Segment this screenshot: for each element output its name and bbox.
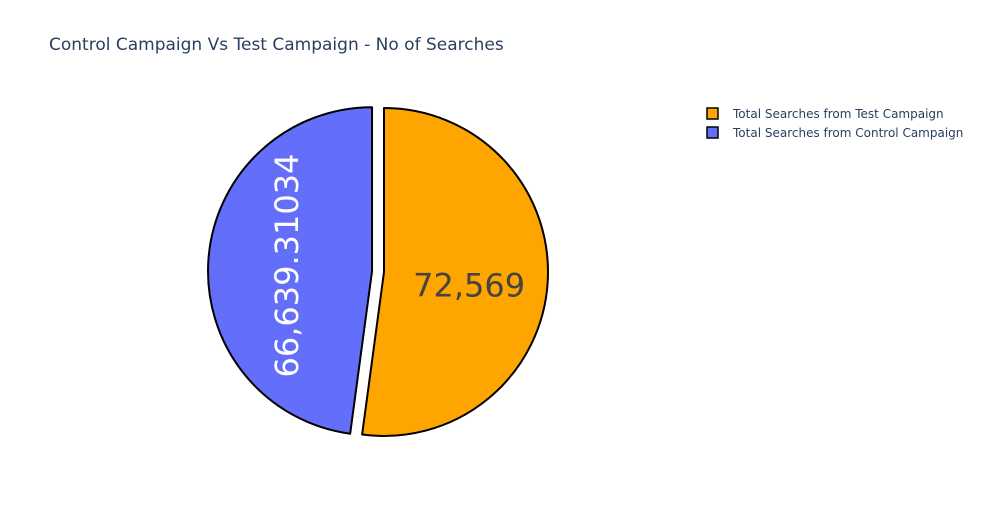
pie-slice-test-campaign: [361, 107, 549, 437]
legend: Total Searches from Test Campaign Total S…: [706, 107, 963, 140]
pie-group: 72,569 66,639.31034: [207, 106, 549, 437]
pie-slice-control-campaign: [207, 106, 374, 435]
legend-label: Total Searches from Test Campaign: [732, 107, 944, 121]
pie-slice-value-label: 66,639.31034: [268, 154, 306, 378]
legend-item[interactable]: Total Searches from Control Campaign: [706, 126, 963, 140]
legend-item[interactable]: Total Searches from Test Campaign: [706, 107, 944, 121]
legend-swatch: [706, 107, 719, 120]
pie-slice-value-label: 72,569: [413, 267, 525, 305]
legend-swatch: [706, 126, 719, 139]
legend-label: Total Searches from Control Campaign: [732, 126, 963, 140]
chart-title: Control Campaign Vs Test Campaign - No o…: [49, 35, 504, 55]
